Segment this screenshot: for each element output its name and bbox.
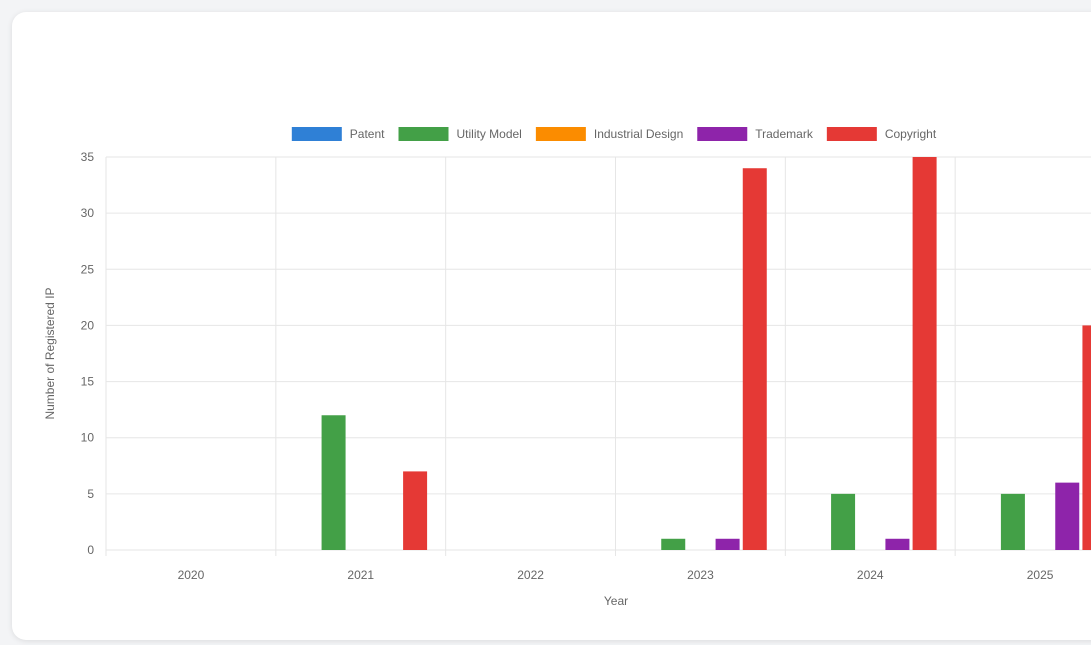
legend-swatch (291, 127, 342, 141)
x-tick-label: 2021 (347, 568, 374, 582)
bar-utility-model[interactable] (831, 493, 856, 550)
bar-chart: Patent Utility Model Industrial Design Trad… (43, 127, 1091, 608)
legend-item-trademark[interactable]: Trademark (697, 127, 814, 141)
x-tick-label: 2022 (517, 568, 544, 582)
bar-utility-model[interactable] (1000, 493, 1025, 550)
bar-copyright[interactable] (912, 157, 937, 550)
legend-item-copyright[interactable]: Copyright (826, 127, 937, 141)
bar-utility-model[interactable] (321, 415, 346, 550)
x-tick-label: 2023 (687, 568, 714, 582)
bar-copyright[interactable] (1082, 325, 1091, 550)
legend-label: Utility Model (457, 127, 522, 141)
y-tick-label: 35 (81, 150, 95, 164)
y-axis-ticks: 0 5 10 15 20 25 30 35 (81, 150, 95, 557)
x-tick-label: 2020 (178, 568, 205, 582)
legend-label: Patent (350, 127, 385, 141)
x-tick-label: 2024 (857, 568, 884, 582)
legend: Patent Utility Model Industrial Design Trad… (291, 127, 937, 141)
legend-swatch (826, 127, 877, 141)
legend-label: Industrial Design (594, 127, 683, 141)
bar-trademark[interactable] (1055, 482, 1080, 550)
bar-trademark[interactable] (715, 538, 740, 550)
x-axis-title: Year (604, 594, 628, 608)
y-axis-title: Number of Registered IP (43, 287, 57, 419)
y-tick-label: 20 (81, 318, 95, 332)
legend-label: Trademark (755, 127, 814, 141)
x-tick-label: 2025 (1027, 568, 1054, 582)
legend-item-patent[interactable]: Patent (291, 127, 385, 141)
chart-card: Patent Utility Model Industrial Design Trad… (12, 12, 1091, 640)
y-tick-label: 25 (81, 262, 95, 276)
grid (105, 156, 1091, 556)
legend-label: Copyright (885, 127, 937, 141)
y-tick-label: 15 (81, 375, 95, 389)
legend-swatch (398, 127, 449, 141)
x-axis-ticks: 2020 2021 2022 2023 2024 2025 (178, 568, 1054, 582)
y-tick-label: 30 (81, 206, 95, 220)
bar-trademark[interactable] (885, 538, 910, 550)
legend-swatch (697, 127, 748, 141)
bar-copyright[interactable] (403, 471, 428, 550)
legend-swatch (535, 127, 586, 141)
y-tick-label: 5 (87, 487, 94, 501)
bars (321, 157, 1091, 550)
y-tick-label: 0 (87, 543, 94, 557)
bar-utility-model[interactable] (661, 538, 686, 550)
legend-item-utility-model[interactable]: Utility Model (398, 127, 522, 141)
legend-item-industrial-design[interactable]: Industrial Design (535, 127, 683, 141)
bar-copyright[interactable] (742, 168, 767, 550)
y-tick-label: 10 (81, 431, 95, 445)
